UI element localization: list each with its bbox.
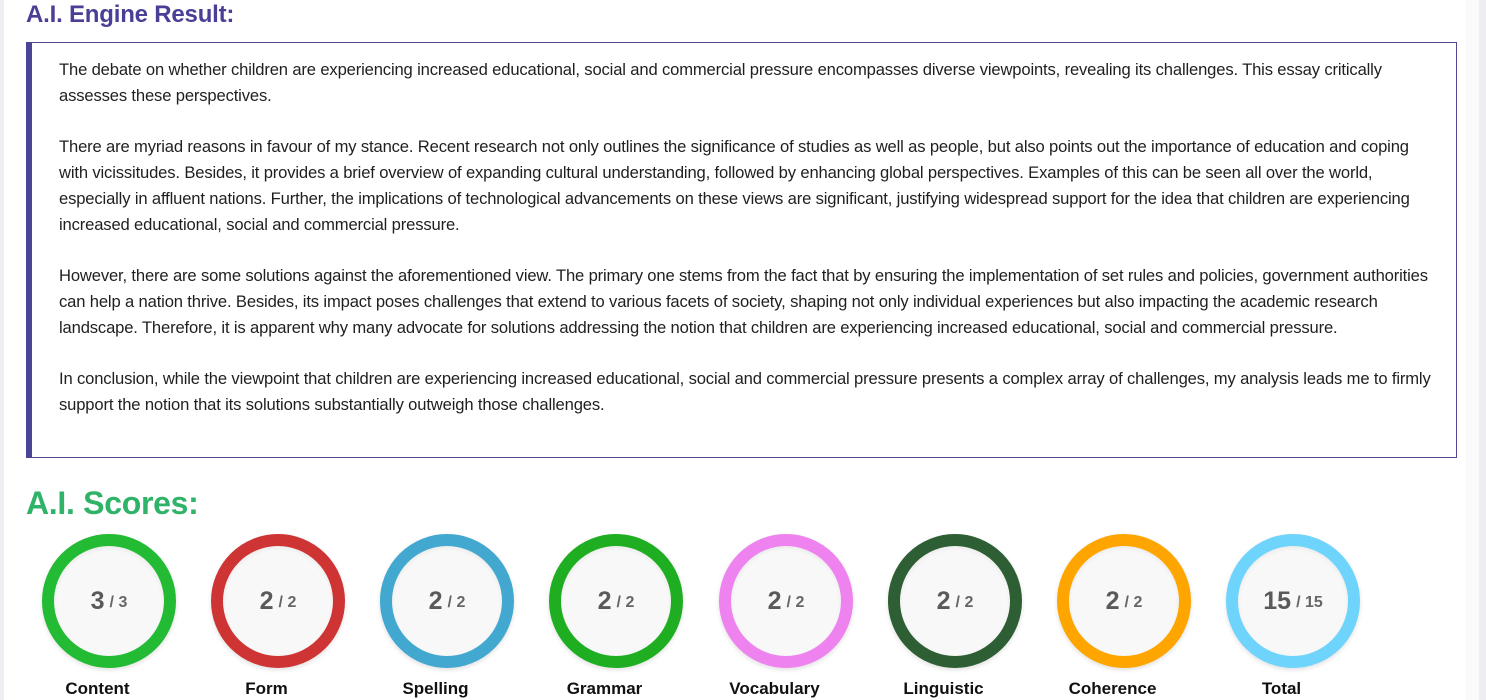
score-number: 2 <box>936 587 951 615</box>
score-value: 2 / 2 <box>1069 546 1179 656</box>
score-ring-spelling: 2 / 2 <box>380 534 514 668</box>
essay-text: The debate on whether children are exper… <box>59 57 1434 418</box>
score-max: / 2 <box>278 594 297 611</box>
score-max: / 3 <box>109 594 128 611</box>
score-number: 2 <box>259 587 274 615</box>
score-number: 2 <box>767 587 782 615</box>
score-ring-vocabulary: 2 / 2 <box>719 534 853 668</box>
score-linguistic: 2 / 2 Linguistic <box>876 534 1036 700</box>
score-ring-form: 2 / 2 <box>211 534 345 668</box>
score-label: Spelling <box>402 679 469 698</box>
score-number: 2 <box>1105 587 1120 615</box>
scores-row: 3 / 3 Content 2 / 2 Form 2 / 2 <box>0 534 1486 700</box>
score-max: / 2 <box>955 594 974 611</box>
score-number: 2 <box>597 587 612 615</box>
score-ring-linguistic: 2 / 2 <box>888 534 1022 668</box>
score-number: 3 <box>90 587 105 615</box>
score-value: 2 / 2 <box>561 546 671 656</box>
score-grammar: 2 / 2 Grammar <box>537 534 697 700</box>
score-max: / 2 <box>616 594 635 611</box>
essay-result-box: The debate on whether children are exper… <box>26 42 1457 458</box>
score-max: / 2 <box>447 594 466 611</box>
essay-paragraph: In conclusion, while the viewpoint that … <box>59 369 1431 414</box>
score-value: 2 / 2 <box>392 546 502 656</box>
score-number: 15 <box>1263 587 1292 615</box>
essay-paragraph: The debate on whether children are exper… <box>59 60 1382 105</box>
right-fade <box>1466 0 1479 700</box>
score-content: 3 / 3 Content <box>30 534 190 700</box>
score-form: 2 / 2 Form <box>199 534 359 700</box>
score-max: / 15 <box>1296 594 1323 611</box>
score-value: 2 / 2 <box>223 546 333 656</box>
score-spelling: 2 / 2 Spelling <box>368 534 528 700</box>
score-label: Coherence <box>1068 679 1157 698</box>
score-label: Linguistic <box>903 679 984 698</box>
score-ring-content: 3 / 3 <box>42 534 176 668</box>
score-total: 15 / 15 Total <box>1214 534 1374 700</box>
score-value: 2 / 2 <box>731 546 841 656</box>
score-value: 2 / 2 <box>900 546 1010 656</box>
score-ring-grammar: 2 / 2 <box>549 534 683 668</box>
score-label: Grammar <box>566 679 643 698</box>
score-label: Content <box>65 679 130 698</box>
score-label: Total <box>1261 679 1302 698</box>
scores-heading: A.I. Scores: <box>26 485 199 521</box>
score-label: Form <box>245 679 288 698</box>
score-number: 2 <box>428 587 443 615</box>
score-value: 15 / 15 <box>1238 546 1348 656</box>
left-gutter <box>0 0 4 700</box>
score-label: Vocabulary <box>729 679 820 698</box>
essay-paragraph: There are myriad reasons in favour of my… <box>59 137 1410 234</box>
score-max: / 2 <box>786 594 805 611</box>
scrollbar-track[interactable] <box>1479 0 1486 700</box>
essay-paragraph: However, there are some solutions agains… <box>59 266 1428 337</box>
score-max: / 2 <box>1124 594 1143 611</box>
score-coherence: 2 / 2 Coherence <box>1045 534 1205 700</box>
score-ring-coherence: 2 / 2 <box>1057 534 1191 668</box>
score-vocabulary: 2 / 2 Vocabulary <box>707 534 867 700</box>
score-ring-total: 15 / 15 <box>1226 534 1360 668</box>
engine-result-heading: A.I. Engine Result: <box>26 1 235 28</box>
score-value: 3 / 3 <box>54 546 164 656</box>
